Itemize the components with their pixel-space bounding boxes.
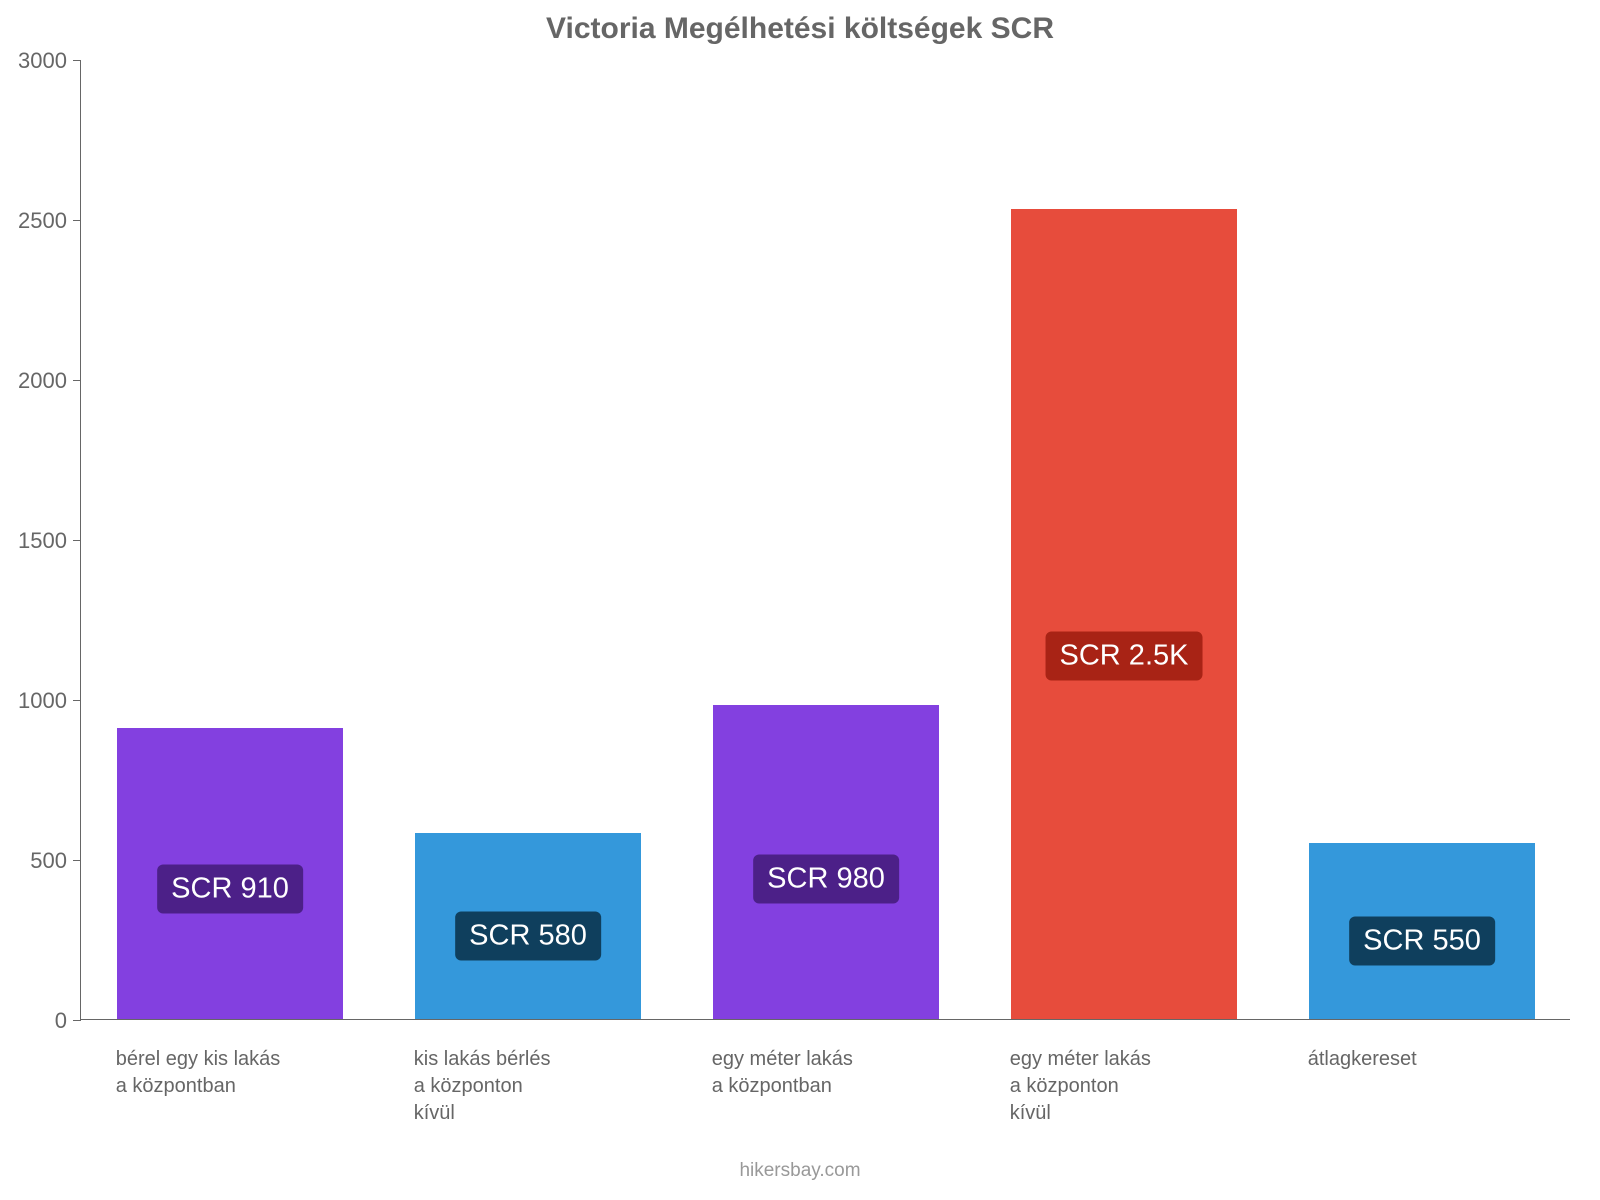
y-tick-label: 1500 — [18, 528, 81, 554]
attribution: hikersbay.com — [0, 1160, 1600, 1182]
value-badge: SCR 2.5K — [1046, 631, 1203, 680]
x-axis-label: egy méter lakása központonkívül — [1010, 1046, 1220, 1127]
value-badge: SCR 550 — [1349, 916, 1495, 965]
x-axis-label: egy méter lakása központban — [712, 1046, 922, 1100]
cost-of-living-chart: Victoria Megélhetési költségek SCR 0 500 1… — [0, 0, 1600, 1200]
plot-area: 050010001500200025003000 SCR 910SCR 580S… — [80, 60, 1570, 1020]
x-axis-label: átlagkereset — [1308, 1046, 1518, 1073]
y-tick-label: 3000 — [18, 48, 81, 74]
y-tick-label: 1000 — [18, 688, 81, 714]
value-badge: SCR 910 — [157, 864, 303, 913]
bar — [1011, 209, 1237, 1019]
x-axis-label: kis lakás bérlésa központonkívül — [414, 1046, 624, 1127]
y-tick-label: 0 — [55, 1008, 81, 1034]
chart-title: Victoria Megélhetési költségek SCR — [0, 12, 1600, 46]
y-tick-label: 2000 — [18, 368, 81, 394]
x-axis-label: bérel egy kis lakása központban — [116, 1046, 326, 1100]
y-tick-label: 2500 — [18, 208, 81, 234]
y-tick-label: 500 — [30, 848, 81, 874]
value-badge: SCR 980 — [753, 854, 899, 903]
value-badge: SCR 580 — [455, 912, 601, 961]
